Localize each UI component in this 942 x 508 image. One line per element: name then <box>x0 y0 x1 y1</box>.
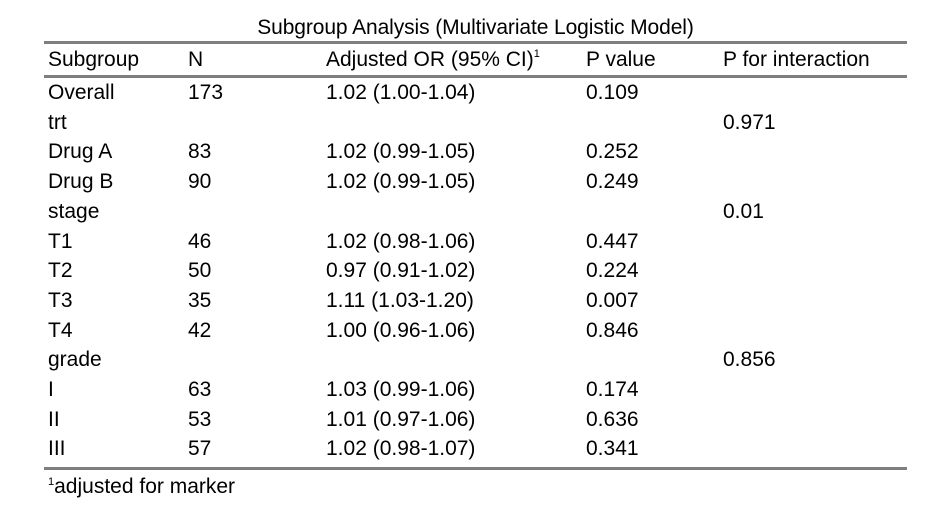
cell-adjusted-or: 1.01 (0.97-1.06) <box>326 407 476 431</box>
cell-p-interaction <box>719 227 907 257</box>
table-title: Subgroup Analysis (Multivariate Logistic… <box>257 16 694 39</box>
cell-p-value: 0.636 <box>586 407 639 431</box>
top-rule <box>44 41 907 44</box>
cell-n: 83 <box>188 140 212 164</box>
cell-n: 173 <box>188 81 224 104</box>
cell-p-value: 0.007 <box>586 288 639 312</box>
footnote-text: adjusted for marker <box>54 475 236 499</box>
cell-n: 46 <box>188 229 212 253</box>
cell-subgroup: T2 <box>48 259 73 283</box>
subgroup-table: Subgroup N Adjusted OR (95% CI)1 P value… <box>44 44 907 75</box>
cell-p-value: 0.252 <box>586 140 639 164</box>
cell-n <box>184 197 322 227</box>
cell-subgroup: III <box>48 437 66 461</box>
cell-adjusted-or: 1.11 (1.03-1.20) <box>326 288 474 312</box>
cell-p-interaction <box>719 405 907 435</box>
cell-n: 50 <box>188 259 212 283</box>
header-rule <box>44 75 907 78</box>
table-row: III 57 1.02 (0.98-1.07) 0.341 <box>44 434 907 464</box>
table-row: T4 42 1.00 (0.96-1.06) 0.846 <box>44 316 907 346</box>
cell-adjusted-or: 0.97 (0.91-1.02) <box>326 259 476 283</box>
cell-subgroup: I <box>48 378 54 402</box>
cell-n <box>184 108 322 138</box>
cell-subgroup: stage <box>48 199 100 223</box>
table-row: II 53 1.01 (0.97-1.06) 0.636 <box>44 405 907 435</box>
cell-subgroup: trt <box>48 110 67 134</box>
cell-subgroup: II <box>48 407 60 431</box>
cell-adjusted-or: 1.02 (0.99-1.05) <box>326 140 476 164</box>
cell-p-value: 0.174 <box>586 378 639 402</box>
table-row: grade 0.856 <box>44 345 907 375</box>
table-row: I 63 1.03 (0.99-1.06) 0.174 <box>44 375 907 405</box>
cell-p-interaction <box>719 137 907 167</box>
cell-subgroup: T3 <box>48 288 73 312</box>
cell-adjusted-or: 1.02 (0.99-1.05) <box>326 170 476 194</box>
cell-p-value: 0.224 <box>586 259 639 283</box>
cell-p-value: 0.846 <box>586 318 639 342</box>
cell-p-interaction: 0.971 <box>723 110 776 134</box>
footnote-marker: 1 <box>48 476 55 489</box>
cell-subgroup: T1 <box>48 229 73 253</box>
header-p-interaction: P for interaction <box>723 48 870 71</box>
cell-adjusted-or: 1.00 (0.96-1.06) <box>326 318 476 342</box>
cell-adjusted-or <box>322 197 582 227</box>
cell-adjusted-or: 1.03 (0.99-1.06) <box>326 378 476 402</box>
cell-n: 63 <box>188 378 212 402</box>
header-n: N <box>188 48 204 71</box>
cell-p-value: 0.109 <box>586 81 639 104</box>
subgroup-table-container: Subgroup Analysis (Multivariate Logistic… <box>44 14 907 500</box>
subgroup-table-body: Overall 173 1.02 (1.00-1.04) 0.109 trt 0.971 D… <box>44 78 907 464</box>
header-footnote-marker: 1 <box>533 48 540 60</box>
cell-n: 42 <box>188 318 212 342</box>
cell-p-interaction <box>719 316 907 346</box>
cell-p-interaction <box>719 375 907 405</box>
cell-adjusted-or: 1.02 (0.98-1.06) <box>326 229 476 253</box>
cell-n: 53 <box>188 407 212 431</box>
cell-p-value <box>582 197 719 227</box>
cell-p-interaction <box>719 256 907 286</box>
cell-p-interaction <box>719 286 907 316</box>
cell-p-value: 0.447 <box>586 229 639 253</box>
cell-subgroup: Overall <box>48 81 115 104</box>
cell-n: 57 <box>188 437 212 461</box>
cell-subgroup: Drug B <box>48 170 114 194</box>
cell-adjusted-or: 1.02 (1.00-1.04) <box>326 81 476 104</box>
header-adjusted-or-label: Adjusted OR (95% CI) <box>326 48 534 71</box>
header-row: Subgroup N Adjusted OR (95% CI)1 P value… <box>44 44 907 75</box>
table-row: Overall 173 1.02 (1.00-1.04) 0.109 <box>44 78 907 108</box>
cell-p-value <box>582 345 719 375</box>
cell-p-value <box>582 108 719 138</box>
table-row: trt 0.971 <box>44 108 907 138</box>
cell-n <box>184 345 322 375</box>
table-row: T2 50 0.97 (0.91-1.02) 0.224 <box>44 256 907 286</box>
cell-p-interaction <box>719 167 907 197</box>
table-row: stage 0.01 <box>44 197 907 227</box>
cell-p-value: 0.249 <box>586 170 639 194</box>
table-row: T3 35 1.11 (1.03-1.20) 0.007 <box>44 286 907 316</box>
cell-n: 35 <box>188 288 212 312</box>
cell-p-interaction: 0.856 <box>723 348 776 372</box>
table-row: Drug B 90 1.02 (0.99-1.05) 0.249 <box>44 167 907 197</box>
cell-adjusted-or <box>322 108 582 138</box>
cell-subgroup: grade <box>48 348 102 372</box>
cell-adjusted-or: 1.02 (0.98-1.07) <box>326 437 476 461</box>
header-p-value: P value <box>586 48 656 71</box>
footnote: 1adjusted for marker <box>44 474 907 500</box>
table-row: T1 46 1.02 (0.98-1.06) 0.447 <box>44 227 907 257</box>
cell-p-interaction: 0.01 <box>723 199 764 223</box>
cell-subgroup: T4 <box>48 318 73 342</box>
header-adjusted-or: Adjusted OR (95% CI)1 <box>322 44 582 75</box>
cell-n: 90 <box>188 170 212 194</box>
header-subgroup: Subgroup <box>48 48 140 71</box>
cell-p-interaction <box>719 78 907 108</box>
table-row: Drug A 83 1.02 (0.99-1.05) 0.252 <box>44 137 907 167</box>
cell-subgroup: Drug A <box>48 140 113 164</box>
cell-p-value: 0.341 <box>586 437 639 461</box>
cell-p-interaction <box>719 434 907 464</box>
bottom-rule <box>44 467 907 471</box>
cell-adjusted-or <box>322 345 582 375</box>
